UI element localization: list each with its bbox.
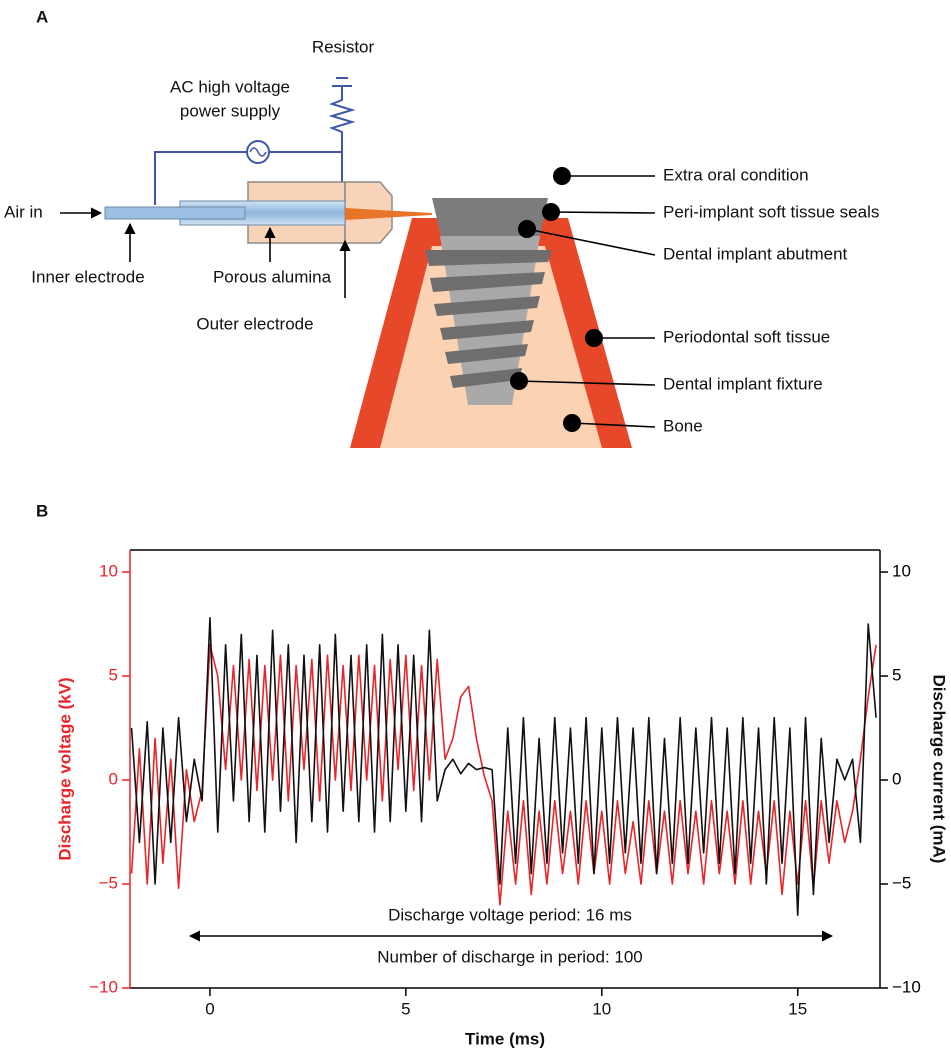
y2-tick-label: 10 <box>892 562 911 581</box>
y-tick-label: 5 <box>109 666 118 685</box>
y-axis-label: Discharge voltage (kV) <box>55 677 74 860</box>
y2-tick-label: −10 <box>892 977 921 996</box>
label: Outer electrode <box>196 314 313 333</box>
y-tick-label: 10 <box>99 562 118 581</box>
annotation: Number of discharge in period: 100 <box>377 947 643 966</box>
x-tick-label: 5 <box>401 999 410 1018</box>
panel-label: B <box>36 501 48 520</box>
y-tick-label: −5 <box>99 873 118 892</box>
plasma-jet <box>345 208 432 220</box>
x-tick-label: 15 <box>788 999 807 1018</box>
label: Peri-implant soft tissue seals <box>663 202 879 221</box>
y2-tick-label: −5 <box>892 873 911 892</box>
x-tick-label: 10 <box>592 999 611 1018</box>
ac-symbol <box>249 147 267 157</box>
x-axis-label: Time (ms) <box>465 1029 545 1048</box>
label: Air in <box>4 202 43 221</box>
label: Resistor <box>312 37 375 56</box>
device-diagram: Resistor AC high voltage power supply Ai… <box>4 37 432 333</box>
inner-electrode <box>104 206 246 220</box>
label: Periodontal soft tissue <box>663 327 830 346</box>
label: power supply <box>180 101 281 120</box>
implant-diagram: Extra oral condition Peri-implant soft t… <box>350 165 879 448</box>
label: Dental implant abutment <box>663 244 848 263</box>
label: Bone <box>663 416 703 435</box>
label: Dental implant fixture <box>663 374 823 393</box>
panel-label: A <box>36 7 48 26</box>
label: AC high voltage <box>170 77 290 96</box>
callouts <box>510 167 656 432</box>
y-tick-label: −10 <box>89 977 118 996</box>
y-tick-label: 0 <box>109 770 118 789</box>
y2-tick-label: 0 <box>892 770 901 789</box>
fixture-threads <box>425 250 552 388</box>
label: Extra oral condition <box>663 165 809 184</box>
data-line <box>130 617 877 917</box>
label: Inner electrode <box>31 267 144 286</box>
annotation: Discharge voltage period: 16 ms <box>388 905 632 924</box>
label: Porous alumina <box>213 267 332 286</box>
data-line <box>130 644 877 906</box>
y2-axis-label: Discharge current (mA) <box>930 675 949 864</box>
x-tick-label: 0 <box>205 999 214 1018</box>
y2-tick-label: 5 <box>892 666 901 685</box>
